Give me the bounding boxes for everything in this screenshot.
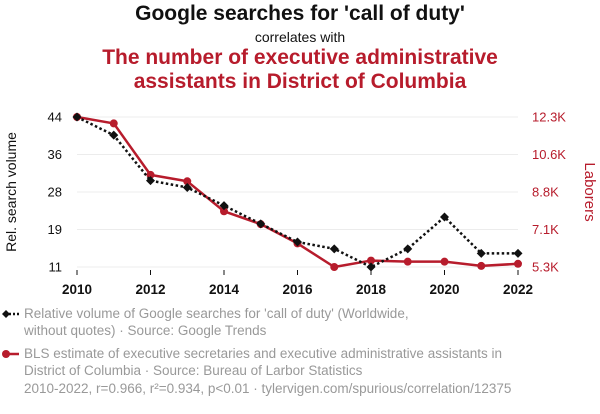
y-right-tick-label: 12.3K	[532, 110, 566, 125]
x-tick-label: 2016	[282, 282, 313, 297]
series-laborers-point	[514, 259, 522, 268]
series-searches-point	[513, 248, 523, 258]
chart-connector: correlates with	[254, 29, 346, 45]
series-laborers-point	[109, 119, 118, 128]
series-searches-point	[109, 130, 119, 140]
y-left-axis-label: Rel. search volume	[3, 132, 19, 252]
series-searches-point	[219, 201, 229, 211]
series-searches-point	[403, 244, 413, 254]
footer-stats: 2010-2022, r=0.966, r²=0.934, p<0.01 · t…	[24, 381, 512, 396]
legend-label-searches: Relative volume of Google searches for '…	[24, 305, 409, 339]
y-right-tick-label: 10.6K	[532, 147, 566, 162]
chart-subtitle-line2: assistants in District of Columbia	[133, 70, 467, 93]
grid	[77, 116, 518, 268]
series-searches-point	[366, 262, 376, 272]
legend-label-searches-line1: Relative volume of Google searches for '…	[24, 306, 409, 321]
y-right-tick-label: 7.1K	[532, 222, 559, 237]
series-laborers-point	[403, 257, 412, 266]
y-left-tick-label: 44	[48, 110, 62, 125]
y-left-tick-label: 19	[48, 222, 62, 237]
series-searches-point	[476, 248, 486, 258]
series-group	[72, 112, 523, 272]
y-left-tick-label: 28	[48, 185, 62, 200]
legend-laborers-marker-icon	[2, 350, 10, 358]
legend-label-laborers-line1: BLS estimate of executive secretaries an…	[24, 346, 502, 361]
y-right-axis-label: Laborers	[581, 162, 598, 221]
series-laborers-point	[330, 263, 339, 271]
series-searches-point	[256, 219, 266, 229]
legend-searches-marker-icon	[2, 310, 10, 318]
series-laborers-point	[440, 257, 449, 266]
legend-label-laborers: BLS estimate of executive secretaries an…	[24, 345, 502, 379]
x-tick-label: 2010	[62, 282, 92, 297]
series-searches-point	[293, 237, 302, 247]
y-left-tick-label: 36	[48, 147, 62, 162]
y-axis-left: 11 19 28 36 44 Rel. search volume	[3, 110, 62, 275]
y-right-tick-label: 8.8K	[532, 185, 559, 200]
series-searches-point	[182, 182, 192, 192]
series-searches-point	[329, 244, 339, 254]
x-axis: 2010 2012 2014 2016 2018 2020 2022	[62, 270, 533, 297]
y-right-tick-label: 5.3K	[532, 260, 559, 275]
x-tick-label: 2014	[209, 282, 240, 297]
chart-subtitle: The number of executive administrative a…	[0, 46, 600, 94]
series-searches-point	[72, 112, 82, 122]
series-searches-point	[440, 212, 449, 222]
x-tick-label: 2022	[503, 282, 533, 297]
series-laborers-point	[220, 207, 228, 216]
x-tick-label: 2012	[135, 282, 165, 297]
x-tick-label: 2018	[356, 282, 387, 297]
series-searches-point	[146, 176, 155, 186]
y-axis-right: 5.3K 7.1K 8.8K 10.6K 12.3K Laborers	[532, 110, 598, 275]
legend-icons	[2, 310, 19, 358]
series-laborers-point	[367, 256, 375, 265]
series-laborers-point	[183, 177, 192, 186]
chart-title: Google searches for 'call of duty'	[135, 2, 465, 25]
legend-label-laborers-line2: District of Columbia · Source: Bureau of…	[24, 363, 363, 378]
legend-label-searches-line2: without quotes) · Source: Google Trends	[24, 323, 267, 338]
x-tick-label: 2020	[429, 282, 459, 297]
chart-subtitle-line1: The number of executive administrative	[102, 46, 498, 69]
series-laborers-point	[477, 261, 486, 270]
y-left-tick-label: 11	[49, 260, 63, 275]
